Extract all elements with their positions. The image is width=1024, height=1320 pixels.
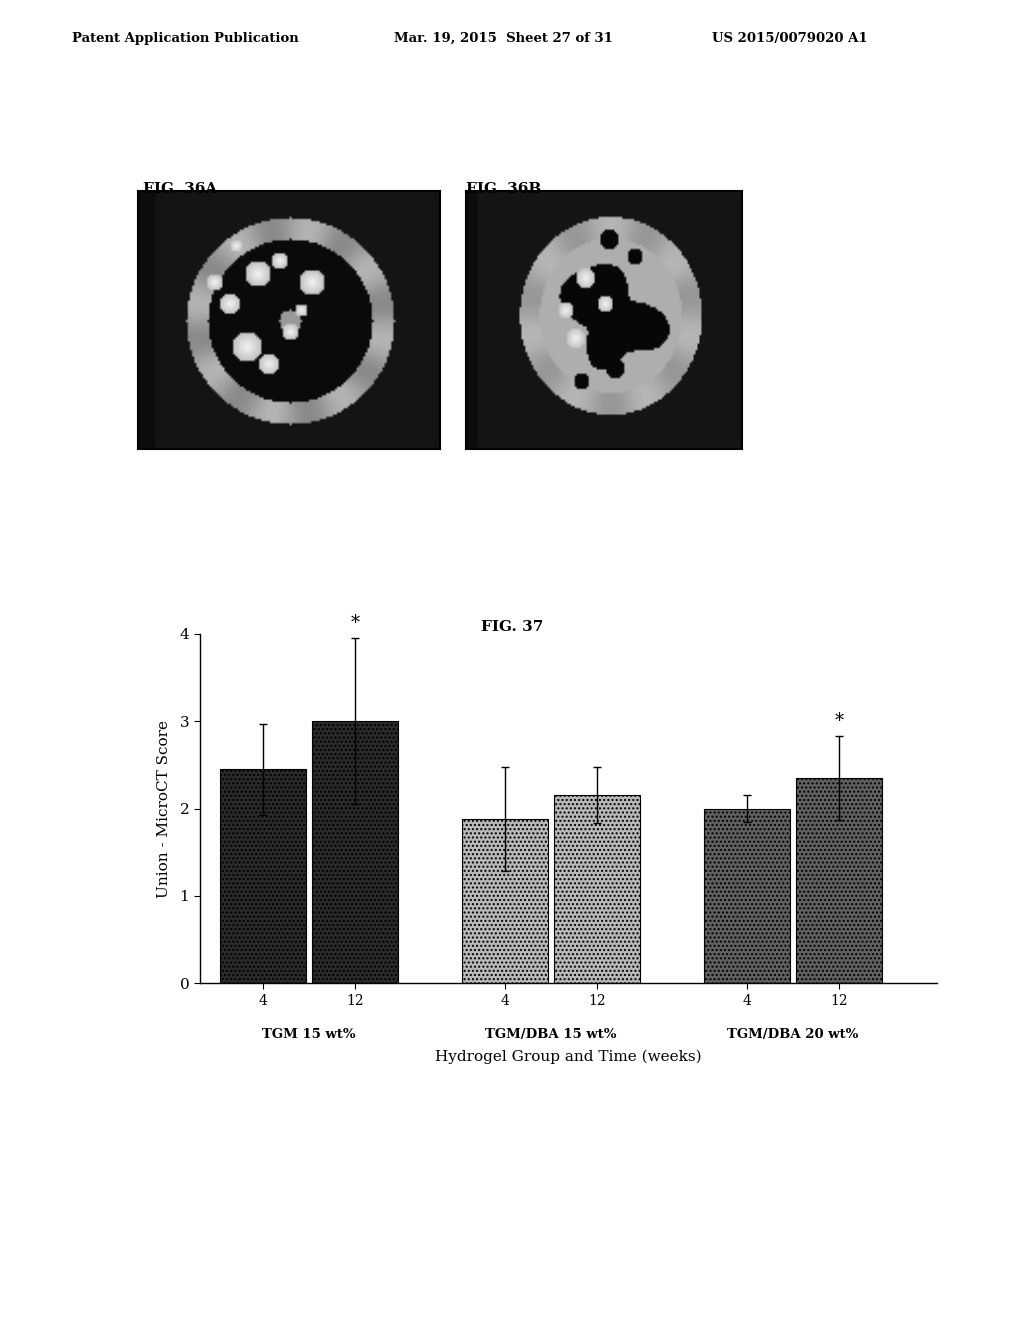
- Text: FIG. 36A: FIG. 36A: [143, 182, 218, 197]
- Text: FIG. 37: FIG. 37: [481, 620, 543, 635]
- X-axis label: Hydrogel Group and Time (weeks): Hydrogel Group and Time (weeks): [435, 1049, 701, 1064]
- Bar: [220, 770, 306, 983]
- Text: US 2015/0079020 A1: US 2015/0079020 A1: [712, 32, 867, 45]
- Text: TGM/DBA 20 wt%: TGM/DBA 20 wt%: [727, 1028, 859, 1041]
- Text: Mar. 19, 2015  Sheet 27 of 31: Mar. 19, 2015 Sheet 27 of 31: [394, 32, 613, 45]
- Y-axis label: Union - MicroCT Score: Union - MicroCT Score: [157, 719, 171, 898]
- Text: *: *: [350, 614, 359, 632]
- Bar: [554, 796, 640, 983]
- Text: Patent Application Publication: Patent Application Publication: [72, 32, 298, 45]
- Bar: [703, 808, 791, 983]
- Text: FIG. 36B: FIG. 36B: [466, 182, 542, 197]
- Text: TGM/DBA 15 wt%: TGM/DBA 15 wt%: [485, 1028, 616, 1041]
- Bar: [796, 777, 883, 983]
- Text: *: *: [835, 711, 844, 730]
- Bar: [312, 721, 398, 983]
- Bar: [462, 818, 548, 983]
- Text: TGM 15 wt%: TGM 15 wt%: [262, 1028, 356, 1041]
